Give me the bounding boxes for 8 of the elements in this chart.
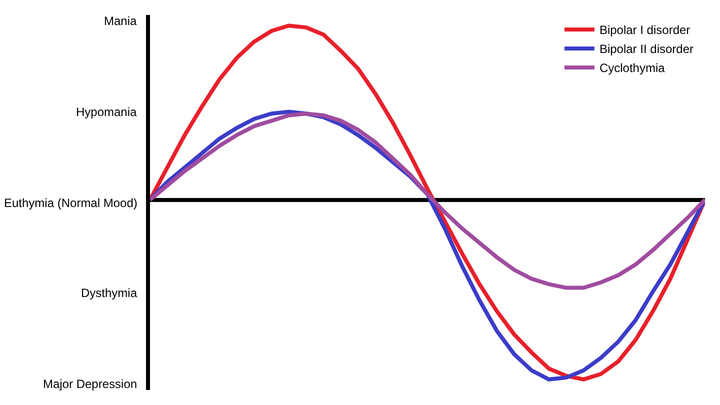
text: Hypomania bbox=[76, 105, 138, 119]
text: Major Depression bbox=[43, 377, 138, 391]
text: Mania bbox=[104, 14, 138, 28]
legend-label: Bipolar II disorder bbox=[599, 42, 694, 56]
text: Euthymia (Normal Mood) bbox=[4, 196, 138, 210]
text: Dysthymia bbox=[81, 286, 138, 300]
legend-label: Cyclothymia bbox=[599, 61, 666, 76]
legend-label: Bipolar I disorder bbox=[599, 23, 690, 38]
